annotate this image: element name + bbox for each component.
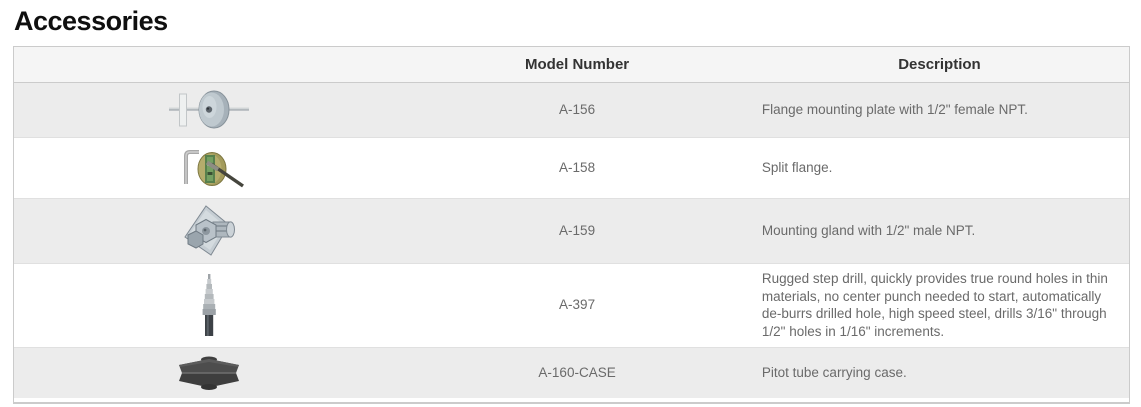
product-image-carrying-case (173, 353, 245, 393)
table-row-a-160-case: A-160-CASE Pitot tube carrying case. (14, 347, 1129, 398)
column-header-model-number: Model Number (404, 46, 750, 83)
accessories-table: Model Number Description A-156 Flange mo… (13, 45, 1130, 404)
column-header-image (14, 46, 405, 83)
model-number-cell: A-160-CASE (404, 347, 750, 398)
description-cell: Mounting gland with 1/2" male NPT. (749, 198, 1129, 264)
product-image-cell (14, 198, 405, 264)
description-cell: Rugged step drill, quickly provides true… (749, 263, 1129, 348)
column-header-description: Description (749, 46, 1129, 83)
accessories-table-body: A-156 Flange mounting plate with 1/2" fe… (14, 82, 1129, 398)
product-image-cell (14, 137, 405, 199)
product-image-step-drill (200, 272, 218, 338)
model-number-cell: A-397 (404, 263, 750, 348)
accessories-data-table: Model Number Description A-156 Flange mo… (14, 46, 1129, 398)
model-number-cell: A-158 (404, 137, 750, 199)
product-image-cell (14, 347, 405, 398)
table-row-a-158: A-158 Split flange. (14, 137, 1129, 199)
model-number-cell: A-159 (404, 198, 750, 264)
product-image-mounting-gland (175, 204, 243, 258)
product-image-flange-mounting-plate (163, 88, 255, 132)
table-row-a-156: A-156 Flange mounting plate with 1/2" fe… (14, 82, 1129, 138)
model-number-cell: A-156 (404, 82, 750, 138)
description-cell: Flange mounting plate with 1/2" female N… (749, 82, 1129, 138)
product-image-cell (14, 263, 405, 348)
table-header-row: Model Number Description (14, 46, 1129, 83)
description-cell: Pitot tube carrying case. (749, 347, 1129, 398)
table-row-a-159: A-159 Mounting gland with 1/2" male NPT. (14, 198, 1129, 264)
description-cell: Split flange. (749, 137, 1129, 199)
product-image-cell (14, 82, 405, 138)
table-row-a-397: A-397 Rugged step drill, quickly provide… (14, 263, 1129, 348)
product-image-split-flange (171, 143, 247, 193)
page-title: Accessories (14, 6, 168, 36)
